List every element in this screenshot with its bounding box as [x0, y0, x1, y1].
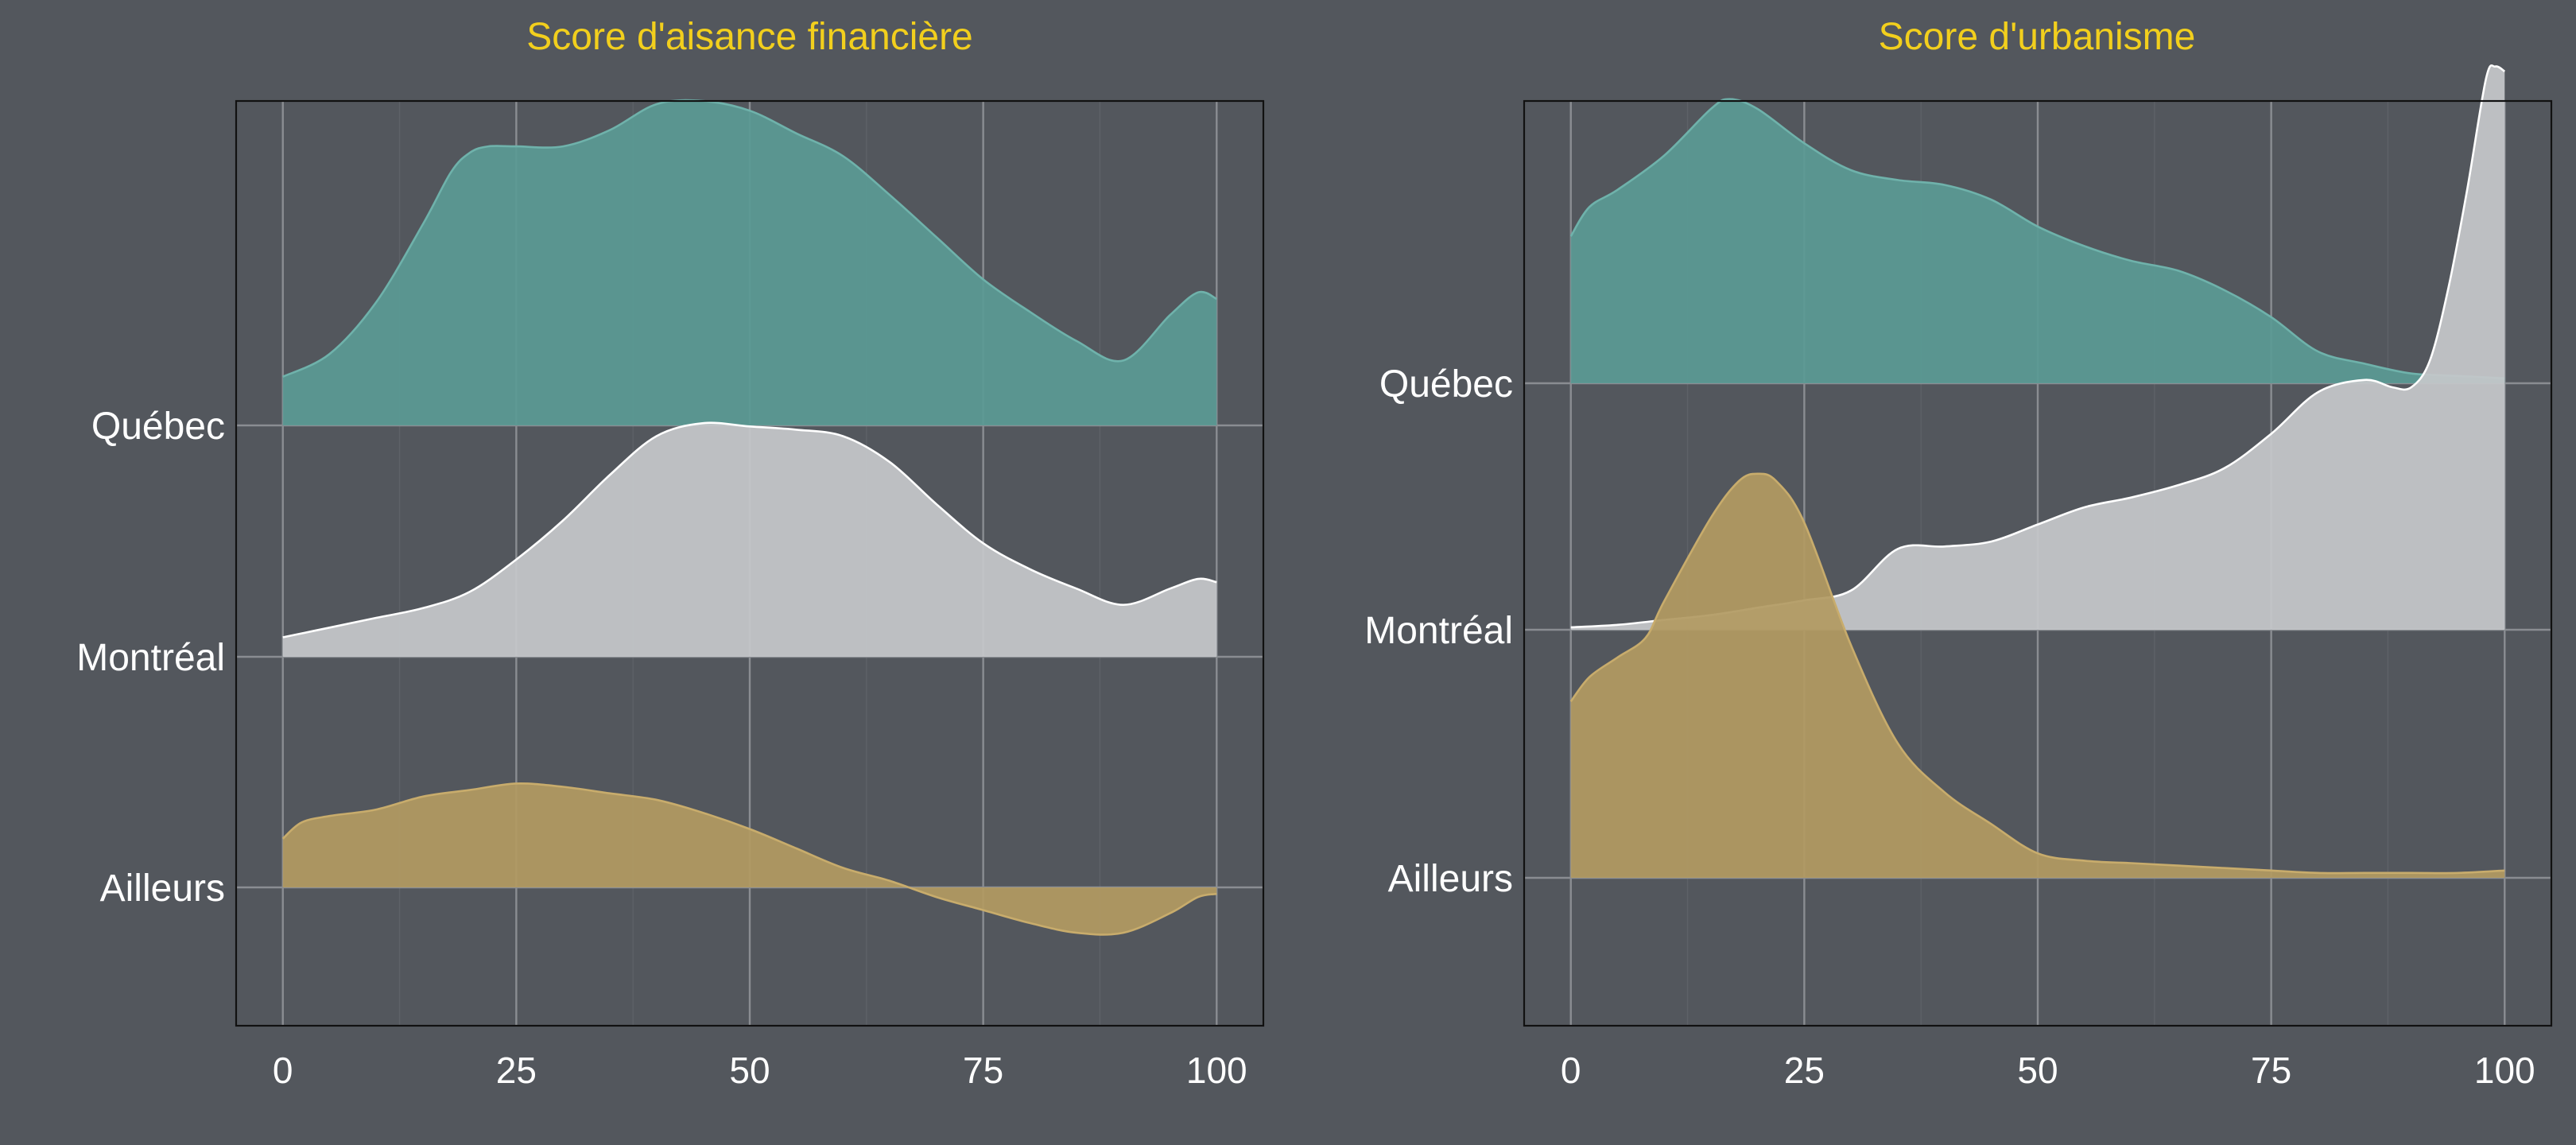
density-area-ailleurs	[282, 783, 1217, 935]
category-label-montreal: Montréal	[76, 637, 225, 679]
x-tick-labels: 0 25 50 75 100	[1561, 1050, 2535, 1091]
density-area-montreal	[1570, 65, 2505, 630]
category-label-quebec: Québec	[91, 406, 225, 448]
category-label-quebec: Québec	[1379, 363, 1513, 406]
category-label-montreal: Montréal	[1364, 610, 1513, 652]
x-tick-label: 100	[2474, 1050, 2535, 1091]
category-label-ailleurs: Ailleurs	[100, 867, 225, 910]
density-area-quebec	[1570, 99, 2505, 383]
density-areas	[281, 99, 1217, 936]
x-tick-labels: 0 25 50 75 100	[273, 1050, 1247, 1091]
x-tick-label: 0	[1561, 1050, 1581, 1091]
panel-title: Score d'aisance financière	[526, 16, 973, 58]
category-labels: Québec Montréal Ailleurs	[1364, 363, 1513, 900]
x-tick-label: 75	[2251, 1050, 2291, 1091]
panel-financial-score: Score d'aisance financière 0 25 50 75 10…	[76, 16, 1265, 1091]
x-tick-label: 75	[963, 1050, 1003, 1091]
panel-title: Score d'urbanisme	[1879, 16, 2196, 58]
x-tick-label: 0	[273, 1050, 293, 1091]
density-area-quebec	[282, 100, 1217, 425]
panel-urbanism-score: Score d'urbanisme 0 25 50 75 100 Québec …	[1364, 16, 2553, 1091]
x-tick-label: 50	[2017, 1050, 2058, 1091]
density-areas	[1569, 64, 2506, 878]
category-labels: Québec Montréal Ailleurs	[76, 406, 225, 910]
density-area-ailleurs	[1570, 473, 2505, 878]
density-line-ailleurs	[1569, 472, 2505, 875]
x-tick-label: 50	[729, 1050, 770, 1091]
plot-frame	[235, 99, 1265, 1027]
density-area-montreal	[282, 422, 1217, 657]
density-line-quebec	[282, 99, 1217, 378]
category-label-ailleurs: Ailleurs	[1388, 858, 1513, 900]
density-line-montreal	[282, 421, 1217, 638]
x-tick-label: 25	[496, 1050, 537, 1091]
plot-frame	[1523, 99, 2553, 1027]
x-tick-label: 100	[1186, 1050, 1247, 1091]
x-tick-label: 25	[1784, 1050, 1825, 1091]
density-line-quebec	[1569, 98, 2505, 380]
density-line-ailleurs	[281, 782, 1217, 936]
